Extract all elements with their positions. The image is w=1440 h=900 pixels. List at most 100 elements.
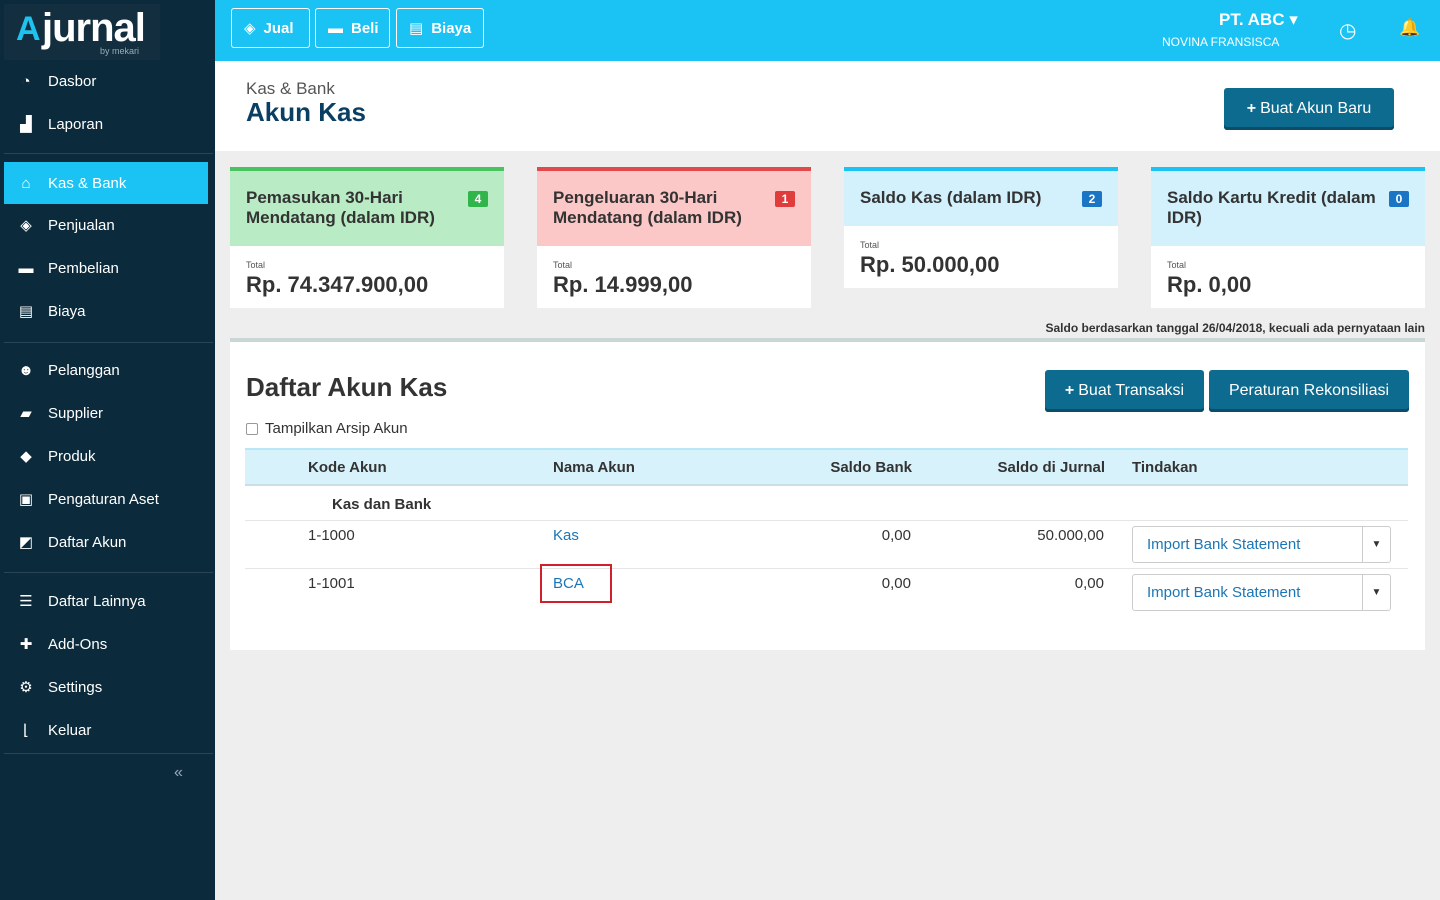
sidebar-divider — [4, 153, 213, 154]
chevron-down-icon: ▾ — [1289, 10, 1298, 29]
truck-icon: ▰ — [20, 405, 32, 422]
sidebar-item-supplier[interactable]: ▰ Supplier — [4, 392, 208, 434]
journal-balance: 50.000,00 — [1037, 527, 1104, 544]
chevron-down-icon[interactable]: ▼ — [1362, 527, 1390, 562]
card-total-value: Rp. 50.000,00 — [860, 252, 1000, 277]
account-code: 1-1001 — [308, 575, 355, 592]
column-header-name: Nama Akun — [553, 459, 635, 476]
import-bank-statement-button[interactable]: Import Bank Statement ▼ — [1132, 526, 1391, 563]
sidebar-item-label: Keluar — [48, 721, 92, 739]
receipt-icon: ▤ — [18, 303, 34, 320]
card-body: Total Rp. 0,00 — [1151, 246, 1425, 308]
create-transaction-button[interactable]: + Buat Transaksi — [1045, 370, 1204, 412]
collapse-sidebar-icon[interactable]: « — [174, 764, 183, 781]
beli-button[interactable]: ▬ Beli — [315, 8, 390, 48]
card-title: Saldo Kas (dalam IDR) — [860, 188, 1042, 207]
row-divider — [245, 520, 1408, 521]
breadcrumb[interactable]: Kas & Bank — [246, 79, 335, 98]
row-divider — [245, 568, 1408, 569]
sidebar-item-label: Laporan — [48, 115, 104, 133]
sidebar-item-daftar-lainnya[interactable]: ☰ Daftar Lainnya — [4, 580, 208, 622]
card-icon: ▬ — [328, 19, 343, 37]
highlight-box — [540, 564, 612, 603]
logo[interactable]: A jurnal by mekari — [4, 4, 160, 60]
sidebar-item-label: Pelanggan — [48, 361, 120, 379]
bell-icon[interactable]: 🔔 — [1399, 18, 1421, 37]
sidebar-item-pembelian[interactable]: ▬ Pembelian — [4, 247, 208, 289]
plus-icon: + — [1064, 382, 1075, 399]
company-name: PT. ABC — [1219, 10, 1285, 29]
section-title: Daftar Akun Kas — [246, 372, 448, 402]
sidebar-item-laporan[interactable]: ▟ Laporan — [4, 103, 208, 145]
count-badge: 1 — [775, 191, 795, 207]
logo-text: jurnal — [42, 6, 146, 50]
journal-balance: 0,00 — [1074, 575, 1104, 592]
biaya-button-label: Biaya — [431, 19, 472, 37]
sidebar-item-settings[interactable]: ⚙ Settings — [4, 666, 208, 708]
sidebar-item-pengaturan-aset[interactable]: ▣ Pengaturan Aset — [4, 478, 208, 520]
sidebar-item-label: Supplier — [48, 404, 104, 422]
sidebar-divider — [4, 572, 213, 573]
summary-card-credit-card[interactable]: Saldo Kartu Kredit (dalam IDR) 0 Total R… — [1151, 167, 1425, 308]
company-dropdown[interactable]: PT. ABC ▾ — [1219, 10, 1298, 30]
sidebar-item-label: Biaya — [48, 302, 86, 320]
count-badge: 4 — [468, 191, 488, 207]
card-total-label: Total — [246, 260, 266, 270]
summary-card-expense[interactable]: Pengeluaran 30-Hari Mendatang (dalam IDR… — [537, 167, 811, 308]
import-bank-statement-label: Import Bank Statement — [1147, 584, 1301, 601]
account-name-link[interactable]: BCA — [553, 575, 584, 592]
sidebar-item-penjualan[interactable]: ◈ Penjualan — [4, 204, 208, 246]
sidebar-item-dasbor[interactable]: ◔ Dasbor — [4, 60, 208, 102]
card-title: Pemasukan 30-Hari Mendatang (dalam IDR) — [246, 188, 435, 227]
list-icon: ☰ — [19, 593, 33, 610]
sidebar-item-produk[interactable]: ◆ Produk — [4, 435, 208, 477]
card-total-label: Total — [553, 260, 573, 270]
sidebar-item-biaya[interactable]: ▤ Biaya — [4, 290, 208, 332]
chevron-down-icon[interactable]: ▼ — [1362, 575, 1390, 610]
card-header: Pengeluaran 30-Hari Mendatang (dalam IDR… — [537, 171, 811, 246]
reconciliation-rules-button[interactable]: Peraturan Rekonsiliasi — [1209, 370, 1409, 412]
gear-icon: ⚙ — [19, 679, 33, 696]
book-icon: ◩ — [18, 534, 34, 551]
card-header: Saldo Kartu Kredit (dalam IDR) 0 — [1151, 171, 1425, 246]
biaya-button[interactable]: ▤ Biaya — [396, 8, 484, 48]
show-archive-toggle[interactable]: Tampilkan Arsip Akun — [246, 420, 408, 437]
users-icon: ☻ — [18, 361, 34, 379]
sidebar-item-keluar[interactable]: ⌊ Keluar — [4, 709, 208, 751]
receipt-icon: ▤ — [409, 20, 424, 37]
count-badge: 2 — [1082, 191, 1102, 207]
sidebar-item-daftar-akun[interactable]: ◩ Daftar Akun — [4, 521, 208, 563]
card-total-value: Rp. 74.347.900,00 — [246, 272, 429, 297]
summary-card-cash-balance[interactable]: Saldo Kas (dalam IDR) 2 Total Rp. 50.000… — [844, 167, 1118, 288]
cash-account-list-panel: Daftar Akun Kas + Buat Transaksi Peratur… — [230, 338, 1425, 650]
card-body: Total Rp. 14.999,00 — [537, 246, 811, 308]
sidebar-item-add-ons[interactable]: ✚ Add-Ons — [4, 623, 208, 665]
sidebar-item-label: Penjualan — [48, 216, 115, 234]
beli-button-label: Beli — [351, 19, 379, 37]
reconciliation-rules-label: Peraturan Rekonsiliasi — [1228, 382, 1390, 399]
table-header: Kode Akun Nama Akun Saldo Bank Saldo di … — [245, 448, 1408, 486]
sidebar-item-label: Settings — [48, 678, 103, 696]
card-body: Total Rp. 74.347.900,00 — [230, 246, 504, 308]
group-label: Kas dan Bank — [332, 496, 432, 513]
balance-date-note: Saldo berdasarkan tanggal 26/04/2018, ke… — [1045, 321, 1425, 335]
bank-balance: 0,00 — [881, 575, 911, 592]
sidebar-item-label: Pembelian — [48, 259, 119, 277]
import-bank-statement-button[interactable]: Import Bank Statement ▼ — [1132, 574, 1391, 611]
clock-icon[interactable]: ◷ — [1339, 20, 1357, 42]
jual-button[interactable]: ◈ Jual — [231, 8, 310, 48]
card-title: Saldo Kartu Kredit (dalam IDR) — [1167, 188, 1376, 227]
sidebar-item-label: Dasbor — [48, 72, 97, 90]
plus-icon: + — [1246, 100, 1257, 117]
column-header-bank-balance: Saldo Bank — [830, 459, 912, 476]
show-archive-checkbox[interactable] — [246, 422, 258, 435]
create-account-button[interactable]: + Buat Akun Baru — [1224, 88, 1394, 130]
tag-icon: ◈ — [244, 20, 256, 37]
card-header: Saldo Kas (dalam IDR) 2 — [844, 171, 1118, 226]
report-chart-icon: ▟ — [20, 116, 32, 133]
sidebar-item-pelanggan[interactable]: ☻ Pelanggan — [4, 349, 208, 391]
sidebar-item-kas-bank[interactable]: ⌂ Kas & Bank — [4, 162, 208, 204]
account-name-link[interactable]: Kas — [553, 527, 579, 544]
summary-card-income[interactable]: Pemasukan 30-Hari Mendatang (dalam IDR) … — [230, 167, 504, 308]
sidebar-divider — [4, 342, 213, 343]
